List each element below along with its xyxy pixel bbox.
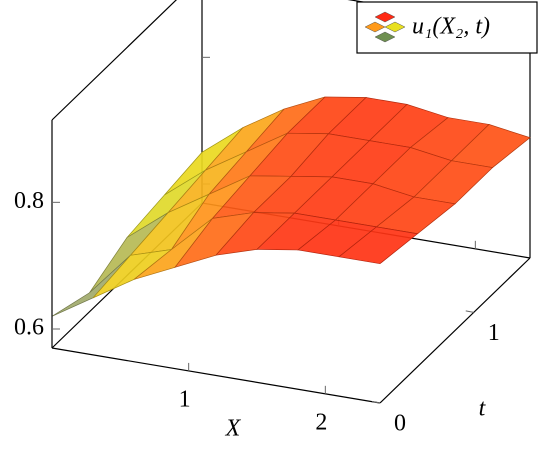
legend-icon — [374, 11, 396, 23]
legend-icon — [364, 21, 386, 33]
x-tick-label: 2 — [315, 409, 327, 435]
box-edge — [51, 0, 178, 121]
x-axis-label: X — [225, 416, 242, 442]
t-tick-label: 1 — [488, 320, 500, 346]
surface-patch — [338, 226, 419, 265]
t-axis-label: t — [479, 396, 487, 422]
legend-icon — [384, 21, 406, 33]
box-edge — [379, 257, 531, 404]
t-tick — [371, 401, 381, 404]
z-tick-label: 0.6 — [14, 315, 44, 341]
legend-icon — [374, 31, 396, 43]
box-edge — [51, 347, 381, 404]
x-tick-label: 1 — [179, 386, 191, 412]
z-tick-label: 0.8 — [14, 188, 44, 214]
legend-label: u₁(X₂, t) — [412, 14, 490, 40]
t-tick — [465, 310, 474, 313]
t-tick-label: 0 — [394, 411, 406, 437]
